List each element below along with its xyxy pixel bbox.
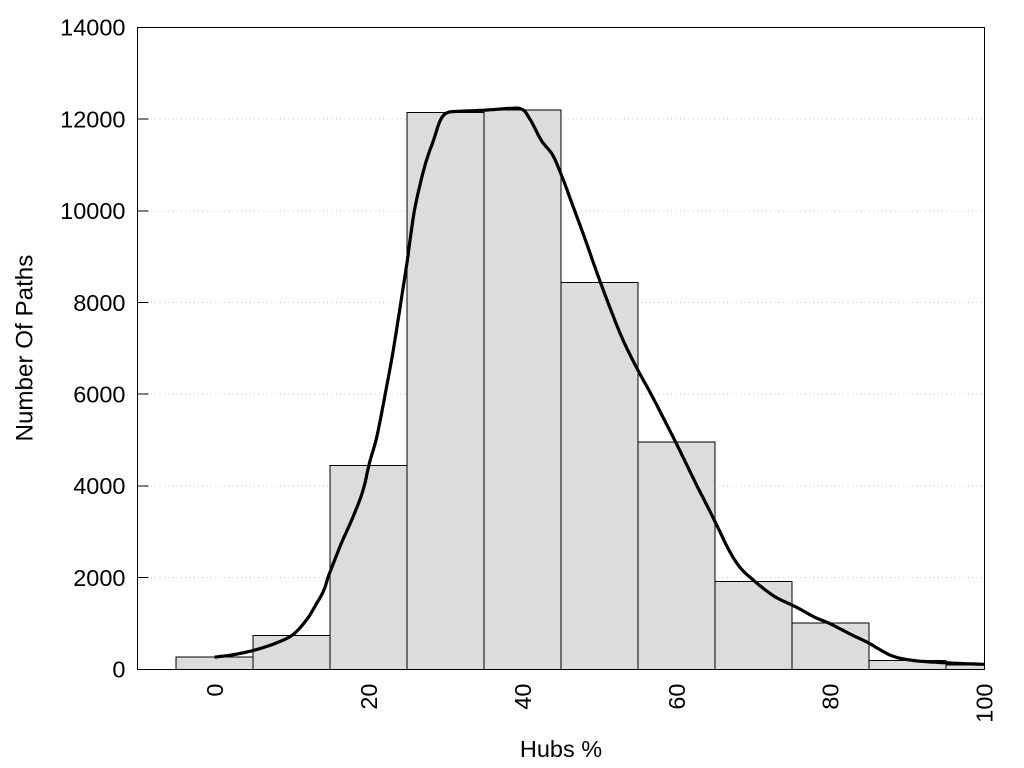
svg-text:0: 0 — [112, 657, 125, 683]
svg-text:60: 60 — [664, 684, 690, 710]
svg-text:Number Of Paths: Number Of Paths — [12, 255, 39, 442]
svg-text:80: 80 — [818, 684, 844, 710]
svg-text:2000: 2000 — [73, 565, 125, 591]
svg-text:0: 0 — [202, 684, 228, 697]
svg-text:Hubs %: Hubs % — [520, 736, 602, 762]
svg-text:8000: 8000 — [73, 290, 125, 316]
svg-text:10000: 10000 — [60, 198, 125, 224]
svg-text:12000: 12000 — [60, 106, 125, 132]
svg-text:40: 40 — [510, 684, 536, 710]
svg-text:4000: 4000 — [73, 473, 125, 499]
svg-text:6000: 6000 — [73, 381, 125, 407]
svg-text:100: 100 — [972, 684, 998, 723]
svg-text:14000: 14000 — [60, 15, 125, 41]
svg-text:20: 20 — [356, 684, 382, 710]
